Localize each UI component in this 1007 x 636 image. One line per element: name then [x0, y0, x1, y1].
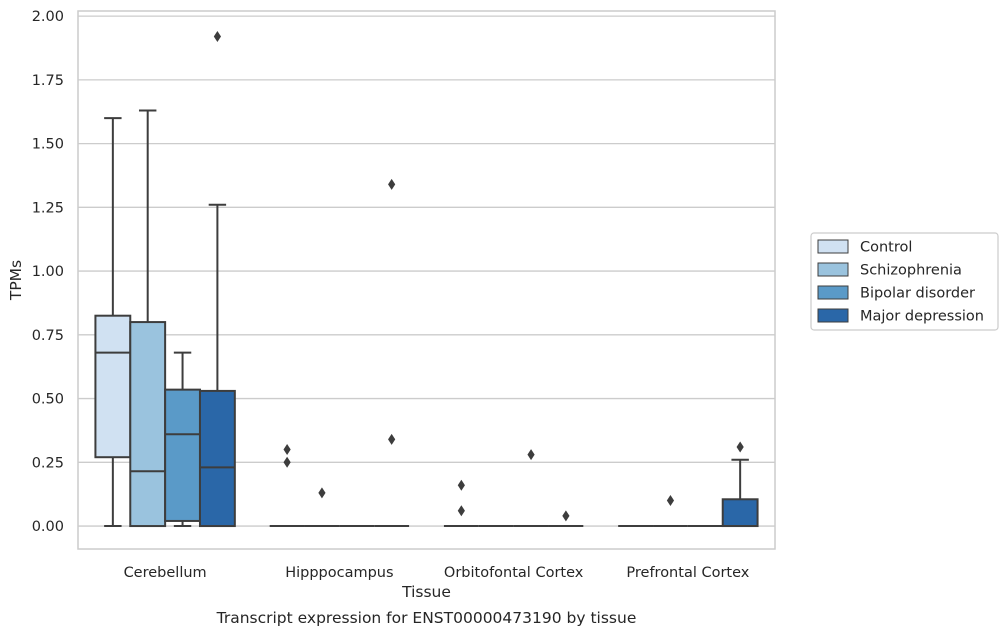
outlier-point [283, 444, 291, 456]
outlier-point [562, 510, 570, 522]
outlier-point [666, 495, 675, 507]
y-tick-label: 0.00 [32, 519, 64, 535]
legend-label: Control [860, 240, 912, 256]
y-axis-ticks: 0.00 0.25 0.50 0.75 1.00 1.25 1.50 1.75 2.00 [32, 9, 64, 535]
box-0-1 [269, 444, 305, 528]
y-tick-label: 1.50 [32, 137, 64, 153]
box-body [721, 498, 759, 528]
x-tick-label: Orbitofontal Cortex [444, 565, 584, 581]
outlier-point [388, 433, 396, 445]
y-tick-label: 1.75 [32, 73, 64, 89]
x-tick-label: Cerebellum [124, 565, 207, 581]
box-1-1 [304, 487, 340, 528]
x-axis-ticks: Cerebellum Hipppocampus Orbitofontal Corte… [124, 565, 750, 581]
box-body [94, 314, 132, 459]
outlier-point [457, 505, 465, 517]
x-tick-label: Hipppocampus [285, 565, 393, 581]
box-series [94, 30, 759, 528]
plot-frame [77, 10, 776, 550]
legend-label: Schizophrenia [860, 263, 962, 279]
outlier-point [388, 178, 396, 190]
box-3-3 [721, 441, 759, 528]
box-1-3 [653, 495, 688, 528]
y-tick-label: 1.00 [32, 264, 64, 280]
box-0-2 [443, 479, 479, 528]
legend-swatch [817, 262, 849, 277]
x-tick-label: Prefrontal Cortex [626, 565, 749, 581]
outlier-point [527, 449, 535, 461]
y-tick-label: 0.50 [32, 392, 64, 408]
legend-swatch [817, 308, 849, 323]
legend: Control Schizophrenia Bipolar disorder Majo… [810, 232, 999, 331]
x-axis-title: Tissue [401, 583, 451, 601]
outlier-point [318, 487, 326, 499]
outlier-point [283, 456, 291, 468]
box-3-0 [198, 30, 236, 528]
box-2-2 [513, 449, 549, 528]
legend-label: Major depression [860, 309, 984, 325]
box-body [129, 321, 167, 528]
box-2-0 [164, 351, 201, 528]
y-tick-label: 1.25 [32, 200, 64, 216]
outlier-point [457, 479, 465, 491]
y-tick-label: 0.75 [32, 328, 64, 344]
box-1-0 [129, 109, 167, 528]
chart-caption: Transcript expression for ENST0000047319… [216, 609, 637, 627]
outlier-point [213, 30, 221, 42]
box-3-2 [548, 510, 584, 528]
box-3-1 [374, 178, 410, 528]
legend-swatch [817, 239, 849, 254]
legend-label: Bipolar disorder [860, 286, 975, 302]
legend-swatch [817, 285, 849, 300]
y-tick-label: 2.00 [32, 9, 64, 25]
box-body [198, 389, 236, 528]
y-axis-title: TPMs [7, 260, 25, 301]
box-0-0 [94, 117, 132, 528]
outlier-point [736, 441, 744, 453]
box-body [164, 388, 201, 522]
y-tick-label: 0.25 [32, 455, 64, 471]
legend-frame [810, 232, 999, 331]
